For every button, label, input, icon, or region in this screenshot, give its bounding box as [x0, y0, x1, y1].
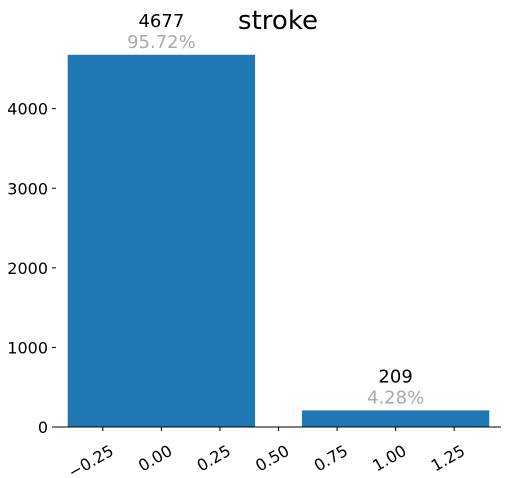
- x-tick-label-0: −0.25: [65, 441, 117, 478]
- x-tick-label-6: 1.25: [428, 441, 468, 475]
- y-tick-label-2: 2000: [7, 259, 48, 278]
- y-tick-label-0: 0: [38, 418, 48, 437]
- x-tick-label-1: 0.00: [135, 441, 175, 475]
- bar-percent-label-0: 95.72%: [127, 32, 196, 53]
- y-tick-label-3: 3000: [7, 179, 48, 198]
- x-tick-label-3: 0.50: [252, 441, 292, 475]
- bar-count-label-0: 4677: [138, 11, 184, 32]
- y-tick-label-1: 1000: [7, 338, 48, 357]
- x-tick-label-5: 1.00: [369, 441, 409, 475]
- x-tick-label-4: 0.75: [311, 441, 351, 475]
- bar-percent-label-1: 4.28%: [367, 387, 424, 408]
- bar-1: [301, 410, 490, 427]
- x-tick-label-2: 0.25: [194, 441, 234, 475]
- chart-title: stroke: [238, 6, 318, 36]
- y-tick-label-4: 4000: [7, 100, 48, 119]
- bar-count-label-1: 209: [378, 366, 412, 387]
- bar-0: [67, 54, 256, 427]
